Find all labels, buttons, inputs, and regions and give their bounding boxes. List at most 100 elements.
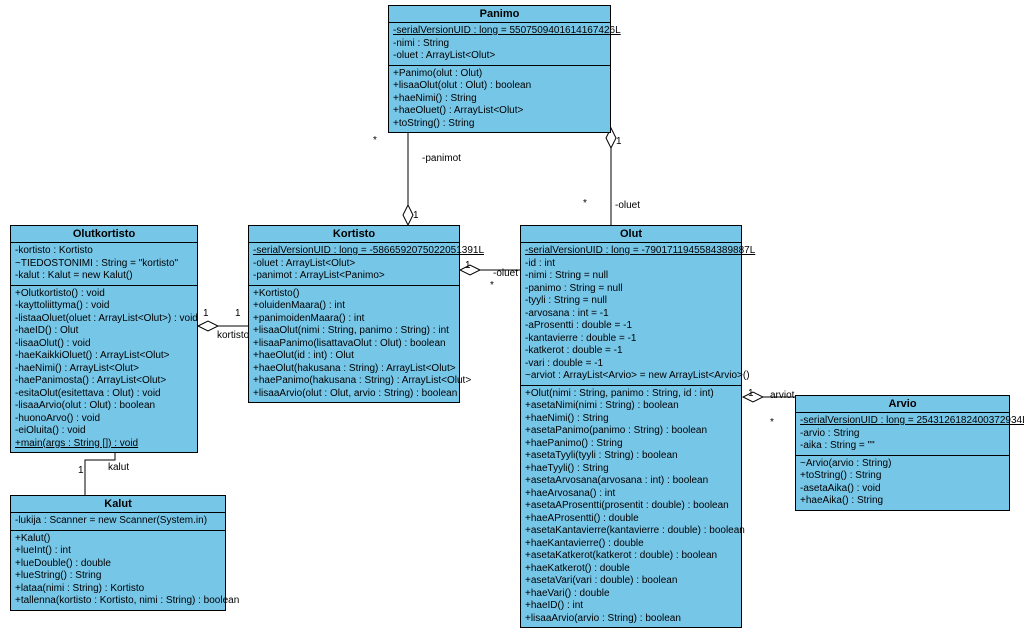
class-member: -panimo : String = null <box>525 283 737 296</box>
class-member: -oluet : ArrayList<Olut> <box>393 50 606 63</box>
class-member: -arvio : String <box>800 428 1005 441</box>
class-member: +haeKatkerot() : double <box>525 563 737 576</box>
class-member: -huonoArvo() : void <box>15 413 193 426</box>
class-member: +lisaaArvio(arvio : String) : boolean <box>525 613 737 626</box>
class-member: +toString() : String <box>800 470 1005 483</box>
class-member: -kantavierre : double = -1 <box>525 333 737 346</box>
class-member: -tyyli : String = null <box>525 295 737 308</box>
assoc-label-kortisto: kortisto <box>217 330 249 341</box>
class-member: +panimoidenMaara() : int <box>253 313 455 326</box>
class-member: -serialVersionUID : long = 5507509401614… <box>393 25 606 38</box>
attrs-olutkortisto: -kortisto : Kortisto~TIEDOSTONIMI : Stri… <box>11 243 197 286</box>
class-member: -eiOluita() : void <box>15 425 193 438</box>
ops-olutkortisto: +Olutkortisto() : void-kayttoliittyma() … <box>11 286 197 453</box>
class-member: +main(args : String []) : void <box>15 438 193 451</box>
class-member: -haeNimi() : ArrayList<Olut> <box>15 363 193 376</box>
class-member: ~arviot : ArrayList<Arvio> = new ArrayLi… <box>525 370 737 383</box>
mult-one-7: 1 <box>78 465 84 476</box>
class-member: -aika : String = "" <box>800 440 1005 453</box>
class-olut: Olut -serialVersionUID : long = -7901711… <box>520 225 742 628</box>
class-member: +haeArvosana() : int <box>525 488 737 501</box>
class-member: +oluidenMaara() : int <box>253 300 455 313</box>
class-member: -nimi : String = null <box>525 270 737 283</box>
class-member: +haeOlut(id : int) : Olut <box>253 350 455 363</box>
class-member: +haeOlut(hakusana : String) : ArrayList<… <box>253 363 455 376</box>
class-member: +asetaKatkerot(katkerot : double) : bool… <box>525 550 737 563</box>
class-panimo: Panimo -serialVersionUID : long = 550750… <box>388 5 611 133</box>
class-member: -aProsentti : double = -1 <box>525 320 737 333</box>
class-member: -esitaOlut(esitettava : Olut) : void <box>15 388 193 401</box>
mult-one-1: 1 <box>413 210 419 221</box>
class-member: +Kortisto() <box>253 288 455 301</box>
class-member: +lueDouble() : double <box>15 558 221 571</box>
class-arvio: Arvio -serialVersionUID : long = 2543126… <box>795 395 1010 511</box>
class-member: +asetaArvosana(arvosana : int) : boolean <box>525 475 737 488</box>
mult-one-5: 1 <box>203 308 209 319</box>
class-member: +haeAProsentti() : double <box>525 513 737 526</box>
class-member: +haeOluet() : ArrayList<Olut> <box>393 105 606 118</box>
ops-olut: +Olut(nimi : String, panimo : String, id… <box>521 386 741 628</box>
mult-one-8: 1 <box>748 388 754 399</box>
class-member: +asetaTyyli(tyyli : String) : boolean <box>525 450 737 463</box>
class-member: -asetaAika() : void <box>800 483 1005 496</box>
attrs-olut: -serialVersionUID : long = -790171194558… <box>521 243 741 386</box>
ops-arvio: ~Arvio(arvio : String)+toString() : Stri… <box>796 456 1009 510</box>
class-member: -katkerot : double = -1 <box>525 345 737 358</box>
class-member: +asetaKantavierre(kantavierre : double) … <box>525 525 737 538</box>
class-member: -haeID() : Olut <box>15 325 193 338</box>
ops-kortisto: +Kortisto()+oluidenMaara() : int+panimoi… <box>249 286 459 403</box>
class-title-panimo: Panimo <box>389 6 610 23</box>
class-member: +lueInt() : int <box>15 545 221 558</box>
class-member: +haeKantavierre() : double <box>525 538 737 551</box>
class-member: +asetaAProsentti(prosentit : double) : b… <box>525 500 737 513</box>
mult-star-4: * <box>770 417 774 428</box>
class-member: +haeAika() : String <box>800 495 1005 508</box>
assoc-label-panimot: -panimot <box>422 153 461 164</box>
mult-one-2: 1 <box>616 136 622 147</box>
class-member: -nimi : String <box>393 38 606 51</box>
class-member: -lisaaArvio(olut : Olut) : boolean <box>15 400 193 413</box>
class-member: +haeNimi() : String <box>393 93 606 106</box>
class-member: ~Arvio(arvio : String) <box>800 458 1005 471</box>
class-member: -id : int <box>525 258 737 271</box>
assoc-label-kalut: kalut <box>108 462 129 473</box>
class-title-kalut: Kalut <box>11 496 225 513</box>
class-member: +haeTyyli() : String <box>525 463 737 476</box>
class-member: +haePanimo() : String <box>525 438 737 451</box>
class-member: -haePanimosta() : ArrayList<Olut> <box>15 375 193 388</box>
class-member: +tallenna(kortisto : Kortisto, nimi : St… <box>15 595 221 608</box>
ops-panimo: +Panimo(olut : Olut)+lisaaOlut(olut : Ol… <box>389 66 610 133</box>
class-member: +Kalut() <box>15 533 221 546</box>
class-member: -kalut : Kalut = new Kalut() <box>15 270 193 283</box>
class-member: ~TIEDOSTONIMI : String = "kortisto" <box>15 258 193 271</box>
attrs-arvio: -serialVersionUID : long = 2543126182400… <box>796 413 1009 456</box>
class-member: +haeNimi() : String <box>525 413 737 426</box>
class-member: -haeKaikkiOluet() : ArrayList<Olut> <box>15 350 193 363</box>
class-member: -vari : double = -1 <box>525 358 737 371</box>
class-member: +lisaaArvio(olut : Olut, arvio : String)… <box>253 388 455 401</box>
class-member: +Olutkortisto() : void <box>15 288 193 301</box>
assoc-label-oluet1: -oluet <box>615 200 640 211</box>
class-member: -arvosana : int = -1 <box>525 308 737 321</box>
class-member: -kortisto : Kortisto <box>15 245 193 258</box>
class-member: -kayttoliittyma() : void <box>15 300 193 313</box>
class-member: -serialVersionUID : long = 2543126182400… <box>800 415 1005 428</box>
class-kortisto: Kortisto -serialVersionUID : long = -586… <box>248 225 460 403</box>
class-member: +asetaVari(vari : double) : boolean <box>525 575 737 588</box>
class-member: -listaaOluet(oluet : ArrayList<Olut>) : … <box>15 313 193 326</box>
mult-star-1: * <box>373 135 377 146</box>
attrs-kalut: -lukija : Scanner = new Scanner(System.i… <box>11 513 225 531</box>
class-title-olutkortisto: Olutkortisto <box>11 226 197 243</box>
class-member: -serialVersionUID : long = -586659207502… <box>253 245 455 258</box>
class-title-arvio: Arvio <box>796 396 1009 413</box>
class-member: +lueString() : String <box>15 570 221 583</box>
class-member: -panimot : ArrayList<Panimo> <box>253 270 455 283</box>
class-member: -oluet : ArrayList<Olut> <box>253 258 455 271</box>
class-member: +haeVari() : double <box>525 588 737 601</box>
class-member: +Olut(nimi : String, panimo : String, id… <box>525 388 737 401</box>
class-olutkortisto: Olutkortisto -kortisto : Kortisto~TIEDOS… <box>10 225 198 453</box>
class-member: +Panimo(olut : Olut) <box>393 68 606 81</box>
class-kalut: Kalut -lukija : Scanner = new Scanner(Sy… <box>10 495 226 611</box>
attrs-kortisto: -serialVersionUID : long = -586659207502… <box>249 243 459 286</box>
class-member: +asetaNimi(nimi : String) : boolean <box>525 400 737 413</box>
